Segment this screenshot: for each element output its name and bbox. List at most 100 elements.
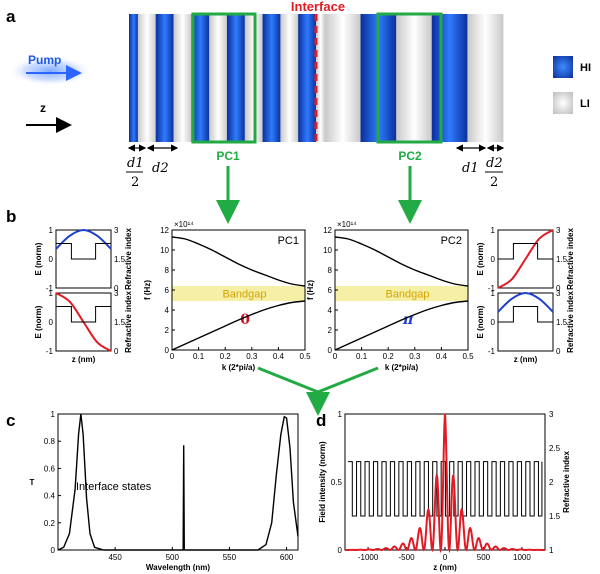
y2-axis-label: Refractive index [566, 291, 575, 353]
y-tick-label: 6 [328, 286, 333, 295]
y-axis-label: f (Hz) [143, 280, 152, 300]
panel-letter-a: a [6, 7, 16, 26]
pc2-box [376, 12, 443, 144]
y2-axis-label: Refractive index [566, 228, 575, 290]
y2-tick-label: 1.5 [556, 255, 568, 264]
y2-tick-label: 3 [114, 226, 119, 235]
y-tick-label: 0.5 [331, 478, 343, 487]
x-axis-label: z (nm) [72, 355, 96, 364]
x-tick-label: 0.1 [193, 352, 205, 361]
index-line [348, 461, 543, 517]
y-tick-label: 8 [165, 266, 170, 275]
y2-tick-label: 3 [114, 289, 119, 298]
y2-tick-label: 0 [556, 347, 561, 356]
axis-multiplier: ×10¹⁴ [174, 220, 194, 229]
y2-tick-label: 3 [549, 410, 554, 419]
y2-tick-label: 1 [549, 546, 554, 555]
pc2-label: PC2 [398, 149, 422, 163]
field-intensity-line [344, 413, 546, 554]
dim-label-d1-right: d1 [462, 161, 479, 176]
x-axis-label: k (2*pi/a) [222, 363, 256, 372]
layer-li [280, 14, 299, 142]
y2-tick-label: 0 [114, 347, 119, 356]
x-tick-label: -500 [399, 553, 416, 562]
y-tick-label: -1 [46, 347, 54, 356]
y2-tick-label: 1.5 [556, 318, 568, 327]
y-tick-label: 10 [160, 246, 169, 255]
layer-li [173, 14, 192, 142]
x-axis-label: z (nm) [433, 563, 457, 572]
band-line-0 [334, 236, 469, 287]
pc1-box [191, 12, 257, 144]
y-tick-label: 1 [338, 410, 343, 419]
field-line [55, 228, 112, 250]
x-tick-label: 0.5 [462, 352, 474, 361]
layer-hi [298, 14, 317, 142]
x-axis-label: Wavelength (nm) [146, 563, 210, 572]
y-tick-label: 2 [165, 326, 170, 335]
x-tick-label: 0.2 [220, 352, 232, 361]
layer-li [137, 14, 157, 142]
index-line [498, 306, 553, 323]
phase-label: 0 [240, 312, 250, 328]
bandgap-band [172, 286, 305, 301]
x-tick-label: 550 [223, 553, 237, 562]
x-tick-label: 1000 [513, 553, 531, 562]
y-tick-label: 10 [323, 246, 332, 255]
interface-label: Interface [291, 0, 345, 14]
bandgap-band [335, 286, 468, 301]
index-line [56, 306, 111, 323]
panel-c-chart: 450 500 550 600 0 0.2 0.4 0.6 0.8 1 Wavelength (nm… [30, 410, 299, 572]
y-axis-label: E (norm) [476, 305, 485, 338]
layer-hi [226, 14, 246, 142]
y-tick-label: 1 [491, 226, 496, 235]
y-tick-label: 2 [328, 326, 333, 335]
x-tick-label: 500 [166, 553, 180, 562]
y-axis-label: T [30, 478, 35, 487]
x-axis-label: k (2*pi/a) [385, 363, 419, 372]
y-tick-label: 6 [165, 286, 170, 295]
panel-letter-d: d [316, 411, 326, 430]
y-axis-label: Field intensity (norm) [318, 441, 327, 523]
y-tick-label: 0 [328, 346, 333, 355]
x-tick-label: 450 [108, 553, 122, 562]
y-tick-label: 0.6 [44, 464, 56, 473]
layer-li [396, 14, 433, 142]
y2-axis-label: Refractive index [124, 228, 133, 290]
y-axis-label: E (norm) [34, 305, 43, 338]
y2-tick-label: 1.5 [114, 318, 126, 327]
y-tick-label: 0.2 [44, 519, 56, 528]
legend-label-hi: HI [580, 62, 591, 74]
y-tick-label: -1 [488, 347, 496, 356]
dim-label-d2-right: d2 [486, 156, 503, 171]
y-axis-label: E (norm) [34, 242, 43, 275]
bandgap-label: Bandgap [385, 289, 429, 301]
phase-label: π [402, 312, 414, 328]
dim-label-two-right: 2 [490, 175, 498, 190]
layer-hi [155, 14, 174, 142]
x-tick-label: 0 [170, 352, 175, 361]
y-tick-label: 12 [323, 226, 332, 235]
y-tick-label: 8 [328, 266, 333, 275]
x-tick-label: -1000 [358, 553, 379, 562]
axis-multiplier: ×10¹⁴ [337, 220, 357, 229]
y-tick-label: -1 [488, 284, 496, 293]
chart-title: PC2 [441, 235, 462, 247]
field-line [497, 229, 554, 289]
photonic-crystal-stack [129, 14, 504, 142]
y-tick-label: 0 [491, 318, 496, 327]
pc1-label: PC1 [216, 149, 240, 163]
y-tick-label: 0 [51, 546, 56, 555]
layer-hi [191, 14, 210, 142]
x-tick-label: 500 [477, 553, 491, 562]
band-line-1 [334, 300, 469, 351]
y2-tick-label: 0 [556, 284, 561, 293]
field-line [497, 291, 554, 313]
plot-frame [55, 292, 112, 352]
panel-letter-b: b [6, 207, 16, 226]
y-tick-label: 4 [328, 306, 333, 315]
dim-label-two-left: 2 [131, 175, 139, 190]
layer-hi [262, 14, 281, 142]
y-axis-label: E (norm) [476, 242, 485, 275]
